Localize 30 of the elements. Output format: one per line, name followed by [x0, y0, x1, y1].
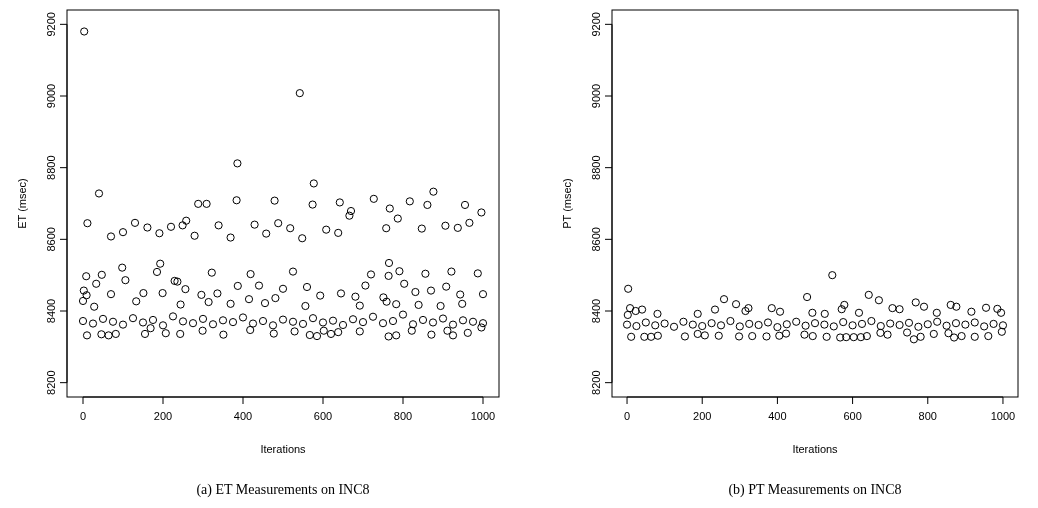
x-tick-label: 600: [313, 410, 333, 422]
y-tick-label: 8400: [590, 298, 602, 324]
y-tick-label: 8200: [590, 370, 602, 395]
text: (b) PT Measurements on INC8: [728, 482, 902, 498]
text: (a) ET Measurements on INC8: [196, 482, 370, 498]
x-tick-label: 400: [768, 410, 787, 422]
x-tick-label: 800: [393, 410, 413, 422]
x-tick-label: 800: [918, 410, 937, 422]
y-tick-label: 9000: [590, 83, 602, 109]
y-tick-label: 8800: [590, 155, 602, 180]
y-tick-label: 8800: [45, 155, 57, 180]
x-tick-label: 400: [233, 410, 253, 422]
x-tick-label: 200: [693, 410, 712, 422]
y-axis-title: PT (msec): [561, 178, 573, 229]
y-tick-label: 8600: [590, 227, 602, 252]
y-tick-label: 8600: [45, 227, 57, 252]
x-tick-label: 600: [843, 410, 862, 422]
x-axis-title: Iterations: [792, 443, 839, 455]
x-tick-label: 0: [623, 410, 631, 422]
y-tick-label: 8200: [45, 370, 57, 395]
x-tick-label: 1000: [990, 410, 1016, 422]
y-tick-label: 9000: [45, 83, 57, 109]
x-tick-label: 200: [153, 410, 173, 422]
x-axis-title: Iterations: [260, 443, 307, 455]
x-tick-label: 1000: [470, 410, 496, 422]
x-tick-label: 0: [79, 410, 87, 422]
y-axis-title: ET (msec): [16, 178, 28, 229]
y-tick-label: 8400: [45, 298, 57, 324]
y-tick-label: 9200: [45, 12, 57, 37]
y-tick-label: 9200: [590, 12, 602, 37]
